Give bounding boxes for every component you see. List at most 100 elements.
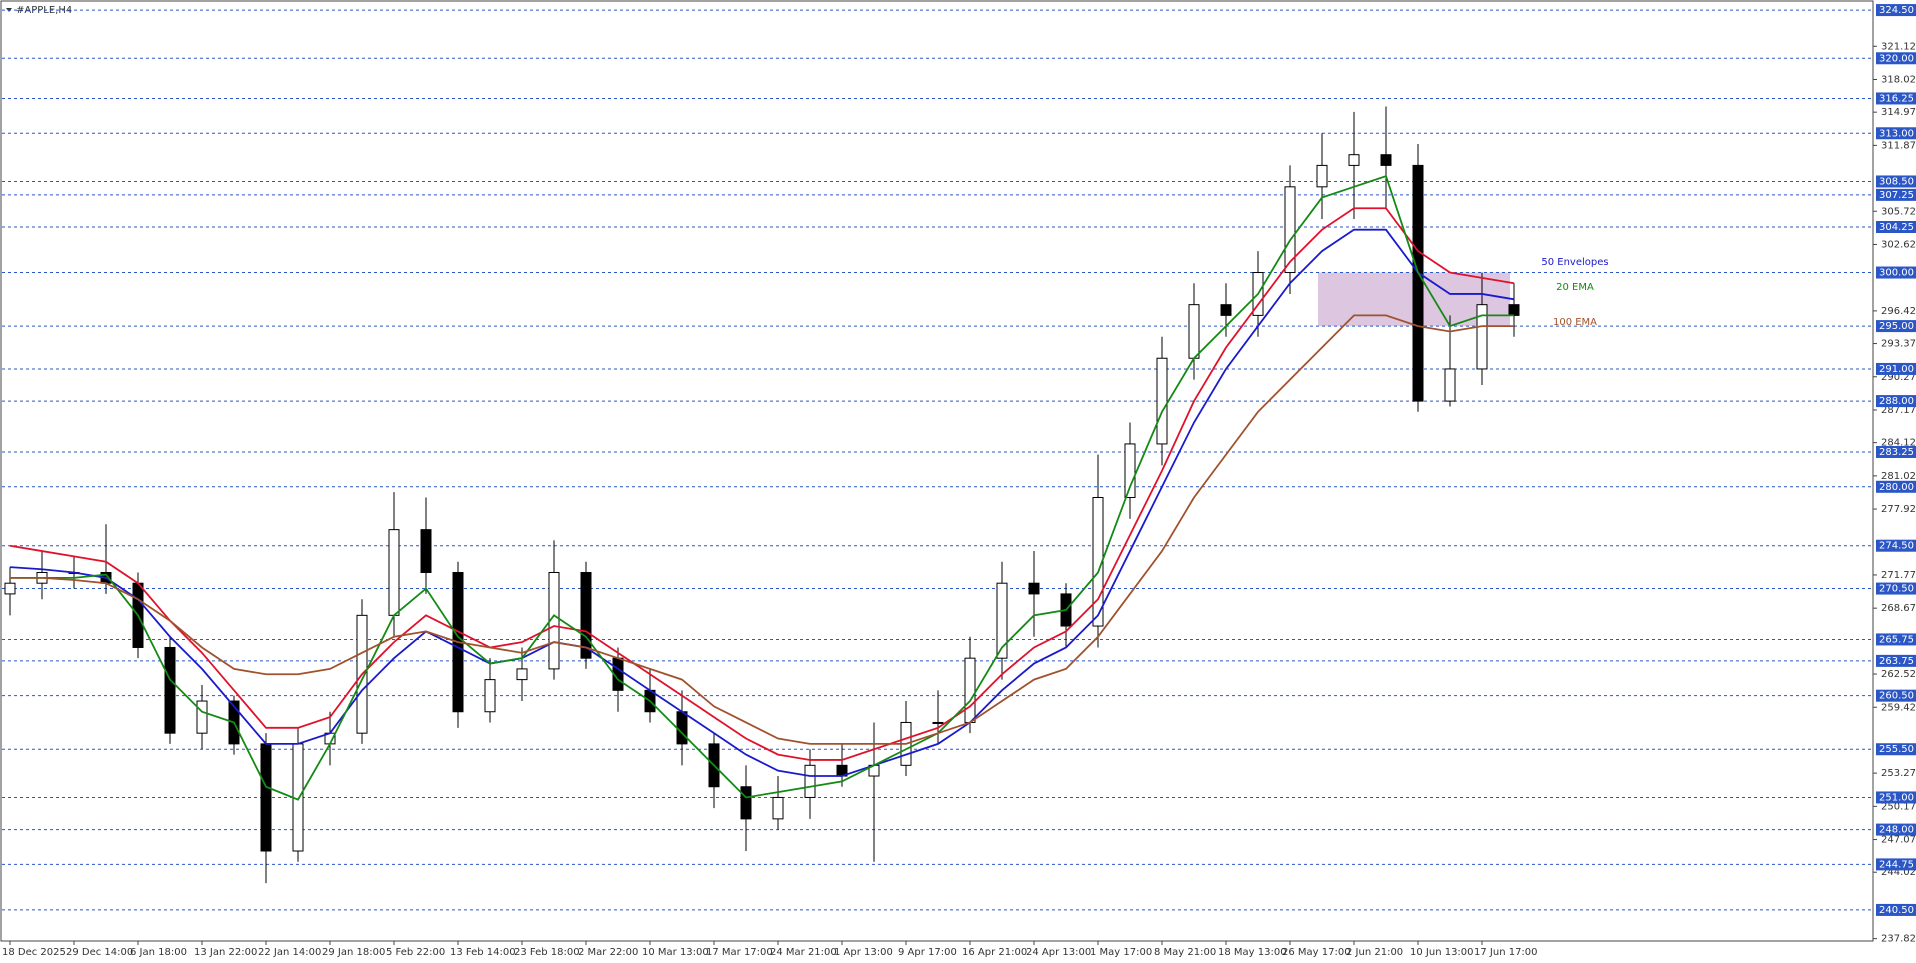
level-label: 283.25 [1879, 447, 1914, 458]
level-label: 307.25 [1879, 190, 1914, 201]
candle-body [932, 721, 944, 724]
y-tick-label: 321.12 [1881, 41, 1916, 52]
y-tick-label: 287.17 [1881, 405, 1916, 416]
y-tick-label: 311.87 [1881, 140, 1916, 151]
level-label-bg [1876, 4, 1916, 17]
y-tick-label: 293.37 [1881, 339, 1916, 350]
indicator-line [9, 228, 1515, 777]
y-tick-label: 305.72 [1881, 206, 1916, 217]
y-tick-label: 271.77 [1881, 570, 1916, 581]
x-tick-label: 1 Apr 13:00 [834, 947, 893, 958]
candle-body [420, 529, 432, 573]
candle-body [1380, 154, 1392, 166]
indicator-line [9, 207, 1515, 761]
level-label: 295.00 [1879, 321, 1914, 332]
level-label: 240.50 [1879, 905, 1914, 916]
x-tick-label: 17 Jun 17:00 [1474, 947, 1538, 958]
candle-body [964, 657, 976, 723]
x-tick-label: 8 May 21:00 [1154, 947, 1216, 958]
x-tick-label: 29 Dec 14:00 [66, 947, 133, 958]
level-label: 248.00 [1879, 825, 1914, 836]
level-label-bg [1876, 903, 1916, 916]
level-label: 263.75 [1879, 656, 1914, 667]
x-tick-label: 22 Jan 14:00 [258, 947, 321, 958]
candle-body [740, 786, 752, 820]
candle-body [676, 711, 688, 745]
candle-body [1348, 154, 1360, 166]
y-tick-label: 277.92 [1881, 504, 1916, 515]
level-label: 274.50 [1879, 541, 1914, 552]
x-tick-label: 13 Jan 22:00 [194, 947, 257, 958]
y-tick-label: 318.02 [1881, 74, 1916, 85]
candle-body [1092, 496, 1104, 627]
x-tick-label: 24 Apr 13:00 [1026, 947, 1091, 958]
candle-body [1508, 304, 1520, 316]
y-tick-label: 247.07 [1881, 835, 1916, 846]
candle-body [1444, 368, 1456, 402]
y-tick-label: 314.97 [1881, 107, 1916, 118]
level-label-bg [1876, 689, 1916, 702]
x-tick-label: 10 Mar 13:00 [642, 947, 709, 958]
x-tick-label: 23 Feb 18:00 [514, 947, 580, 958]
level-label-bg [1876, 480, 1916, 493]
candle-body [1124, 443, 1136, 498]
candle-body [1412, 164, 1424, 402]
indicator-line [10, 174, 1514, 801]
plot-frame [0, 0, 1874, 942]
y-tick-label: 244.02 [1881, 867, 1916, 878]
level-label-bg [1876, 127, 1916, 140]
y-tick-label: 284.12 [1881, 438, 1916, 449]
candle-body [1156, 357, 1168, 445]
level-label: 291.00 [1879, 364, 1914, 375]
level-label-bg [1876, 858, 1916, 871]
level-label-bg [1876, 654, 1916, 667]
level-label-bg [1876, 823, 1916, 836]
level-label-bg [1876, 395, 1916, 408]
level-label-bg [1876, 743, 1916, 756]
x-tick-label: 13 Feb 14:00 [450, 947, 516, 958]
x-tick-label: 24 Mar 21:00 [770, 947, 837, 958]
level-label: 288.00 [1879, 396, 1914, 407]
x-tick-label: 2 Jun 21:00 [1346, 947, 1403, 958]
candle-body [1028, 582, 1040, 595]
candle-body [804, 764, 816, 798]
level-label-bg [1876, 175, 1916, 188]
level-label-bg [1876, 320, 1916, 333]
y-tick-label: 281.02 [1881, 471, 1916, 482]
x-tick-label: 18 Dec 2025 [2, 947, 66, 958]
level-label: 313.00 [1879, 128, 1914, 139]
x-tick-label: 26 May 17:00 [1282, 947, 1351, 958]
candle-body [1476, 304, 1488, 370]
level-label-bg [1876, 221, 1916, 234]
level-label-bg [1876, 445, 1916, 458]
x-tick-label: 18 May 13:00 [1218, 947, 1287, 958]
x-tick-label: 5 Feb 22:00 [386, 947, 445, 958]
level-label-bg [1876, 362, 1916, 375]
level-label: 251.00 [1879, 792, 1914, 803]
candle-body [1284, 186, 1296, 274]
x-tick-label: 6 Jan 18:00 [130, 947, 187, 958]
y-tick-label: 250.17 [1881, 801, 1916, 812]
x-tick-label: 1 May 17:00 [1090, 947, 1152, 958]
level-label: 316.25 [1879, 93, 1914, 104]
level-label: 260.50 [1879, 691, 1914, 702]
indicator-label: 100 EMA [1553, 317, 1597, 328]
x-tick-label: 17 Mar 17:00 [706, 947, 773, 958]
level-label: 255.50 [1879, 744, 1914, 755]
level-label-bg [1876, 188, 1916, 201]
level-label: 324.50 [1879, 5, 1914, 16]
level-label-bg [1876, 582, 1916, 595]
x-tick-label: 29 Jan 18:00 [322, 947, 385, 958]
candle-body [196, 700, 208, 734]
level-label: 300.00 [1879, 268, 1914, 279]
candle-body [1316, 164, 1328, 188]
x-tick-label: 10 Jun 13:00 [1410, 947, 1474, 958]
level-label: 320.00 [1879, 53, 1914, 64]
x-tick-label: 9 Apr 17:00 [898, 947, 957, 958]
level-label: 244.75 [1879, 859, 1914, 870]
x-tick-label: 2 Mar 22:00 [578, 947, 638, 958]
y-tick-label: 237.82 [1881, 934, 1916, 945]
y-tick-label: 268.67 [1881, 603, 1916, 614]
candle-body [260, 743, 272, 852]
